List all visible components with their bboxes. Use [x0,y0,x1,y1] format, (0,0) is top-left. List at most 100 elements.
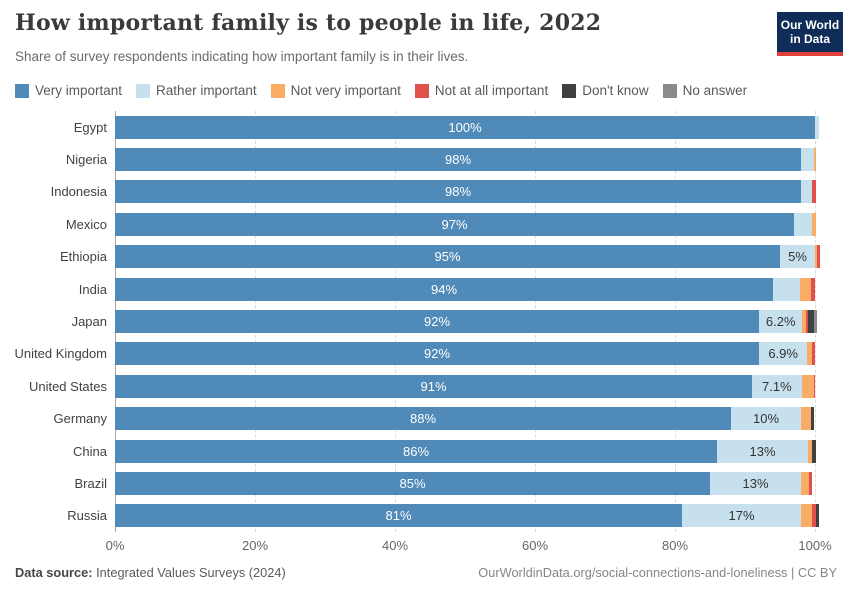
bar-segment-india-not-at-all-important[interactable] [810,277,815,301]
x-axis: 0% 20% 40% 60% 80% 100% [106,538,832,558]
legend-label: Not very important [290,83,401,98]
bar-mexico: 97% [115,212,816,236]
bar-segment-russia-not-very-important[interactable] [801,504,813,528]
bar-segment-china-don-t-know[interactable] [811,439,817,463]
row-label-united-states: United States [28,378,107,394]
x-tick-label-80: 80% [661,538,689,553]
bar-segment-china-very-important[interactable]: 86% [115,439,717,463]
bar-value-label: 92% [423,346,451,362]
legend-label: Very important [35,83,123,98]
bar-row-india: India 94% [0,273,850,305]
bar-segment-ethiopia-not-very-important[interactable] [815,245,818,269]
bar-segment-germany-rather-important[interactable]: 10% [731,407,801,431]
bar-segment-japan-don-t-know[interactable] [807,310,815,334]
bar-value-label: 6.2% [765,314,796,330]
bar-segment-china-rather-important[interactable]: 13% [717,439,808,463]
bar-row-mexico: Mexico 97% [0,208,850,240]
legend-item-not-at-all-important[interactable]: Not at all important [414,83,548,98]
bar-row-russia: Russia 81% 17% [0,500,850,532]
bar-segment-russia-don-t-know[interactable] [815,504,820,528]
bar-segment-india-very-important[interactable]: 94% [115,277,773,301]
bar-united-states: 91% 7.1% [115,374,815,398]
bar-segment-japan-not-at-all-important[interactable] [805,310,808,334]
bar-segment-russia-very-important[interactable]: 81% [115,504,682,528]
bar-row-brazil: Brazil 85% 13% [0,467,850,499]
bar-row-china: China 86% 13% [0,435,850,467]
bar-ethiopia: 95% 5% [115,245,820,269]
row-label-china: China [73,443,107,459]
bar-segment-russia-not-at-all-important[interactable] [812,504,816,528]
bar-segment-brazil-not-very-important[interactable] [801,471,809,495]
bar-rows: Egypt 100% Nigeria 98% Indonesia 98% Mexico 97%… [0,111,850,532]
bar-segment-indonesia-rather-important[interactable] [801,180,812,204]
legend-item-very-important[interactable]: Very important [15,83,122,98]
bar-segment-united-kingdom-rather-important[interactable]: 6.9% [759,342,808,366]
bar-segment-germany-very-important[interactable]: 88% [115,407,731,431]
row-label-ethiopia: Ethiopia [60,249,107,265]
bar-segment-united-kingdom-not-at-all-important[interactable] [812,342,815,366]
data-source-label: Data source: [15,565,93,580]
bar-india: 94% [115,277,815,301]
bar-segment-nigeria-rather-important[interactable] [801,148,814,172]
legend-item-no-answer[interactable]: No answer [662,83,748,98]
bar-row-ethiopia: Ethiopia 95% 5% [0,241,850,273]
plot-area: Egypt 100% Nigeria 98% Indonesia 98% Mexico 97%… [0,111,850,561]
bar-segment-mexico-rather-important[interactable] [794,212,812,236]
legend-item-don-t-know[interactable]: Don't know [562,83,649,98]
bar-segment-united-states-very-important[interactable]: 91% [115,374,752,398]
bar-segment-indonesia-not-at-all-important[interactable] [811,180,817,204]
bar-segment-germany-not-very-important[interactable] [801,407,811,431]
bar-united-kingdom: 92% 6.9% [115,342,815,366]
bar-segment-brazil-very-important[interactable]: 85% [115,471,710,495]
bar-segment-nigeria-not-very-important[interactable] [813,148,817,172]
bar-segment-japan-not-very-important[interactable] [802,310,806,334]
bar-segment-ethiopia-very-important[interactable]: 95% [115,245,780,269]
legend-item-not-very-important[interactable]: Not very important [270,83,401,98]
legend-item-rather-important[interactable]: Rather important [136,83,257,98]
bar-segment-united-kingdom-very-important[interactable]: 92% [115,342,759,366]
bar-segment-brazil-not-at-all-important[interactable] [808,471,813,495]
row-label-nigeria: Nigeria [65,152,107,168]
owid-logo-line1: Our World [780,17,840,32]
bar-row-united-kingdom: United Kingdom 92% 6.9% [0,338,850,370]
bar-segment-brazil-rather-important[interactable]: 13% [710,471,801,495]
legend-label: No answer [682,83,748,98]
bar-segment-mexico-not-very-important[interactable] [811,212,816,236]
bar-segment-indonesia-very-important[interactable]: 98% [115,180,801,204]
bar-russia: 81% 17% [115,504,820,528]
data-source-value: Integrated Values Surveys (2024) [96,565,286,580]
bar-segment-japan-no-answer[interactable] [814,310,818,334]
row-label-russia: Russia [67,508,107,524]
bar-segment-russia-rather-important[interactable]: 17% [682,504,801,528]
bar-segment-united-kingdom-not-very-important[interactable] [807,342,813,366]
bar-germany: 88% 10% [115,407,815,431]
bar-value-label: 10% [752,411,780,427]
bar-value-label: 94% [430,281,458,297]
bar-segment-china-not-very-important[interactable] [808,439,812,463]
bar-segment-united-states-not-very-important[interactable] [801,374,814,398]
bar-segment-egypt-rather-important[interactable] [815,115,819,139]
row-label-brazil: Brazil [74,475,107,491]
bar-value-label: 98% [444,152,472,168]
bar-row-japan: Japan 92% 6.2% [0,305,850,337]
bar-segment-india-rather-important[interactable] [773,277,800,301]
bar-segment-united-states-not-at-all-important[interactable] [813,374,815,398]
bar-segment-ethiopia-rather-important[interactable]: 5% [780,245,815,269]
bar-segment-india-not-very-important[interactable] [799,277,811,301]
bar-value-label: 13% [749,443,776,459]
row-label-germany: Germany [53,411,107,427]
bar-value-label: 81% [385,508,412,524]
bar-segment-japan-very-important[interactable]: 92% [115,310,759,334]
legend-swatch-very-important [15,83,29,98]
footer-citation-link[interactable]: OurWorldinData.org/social-connections-an… [478,565,837,580]
bar-segment-ethiopia-not-at-all-important[interactable] [817,245,820,269]
bar-segment-egypt-very-important[interactable]: 100% [115,115,815,139]
bar-segment-japan-rather-important[interactable]: 6.2% [759,310,803,334]
bar-segment-germany-don-t-know[interactable] [810,407,815,431]
bar-segment-mexico-very-important[interactable]: 97% [115,212,794,236]
bar-segment-nigeria-very-important[interactable]: 98% [115,148,801,172]
row-label-egypt: Egypt [73,119,107,135]
bar-value-label: 17% [728,508,755,524]
bar-segment-united-states-rather-important[interactable]: 7.1% [752,374,802,398]
owid-logo[interactable]: Our World in Data [777,12,843,56]
